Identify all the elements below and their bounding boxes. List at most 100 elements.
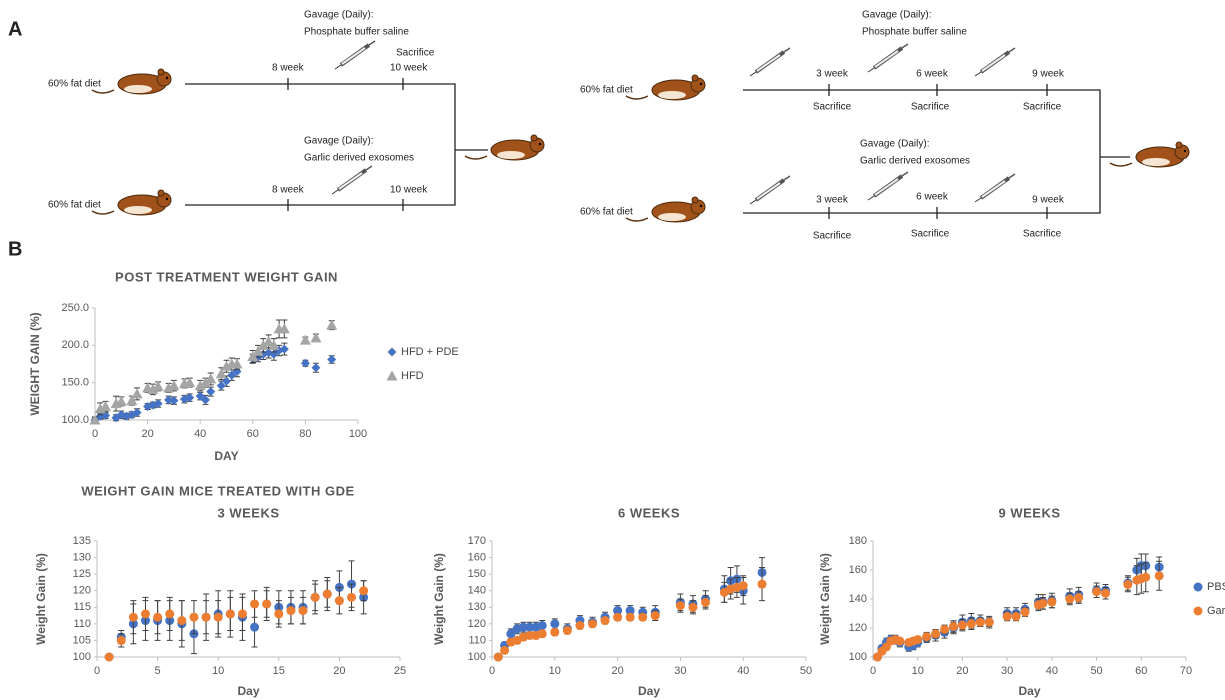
data-point xyxy=(226,609,235,618)
y-tick-label: 250.0 xyxy=(61,302,89,314)
data-point xyxy=(1101,589,1110,598)
data-point xyxy=(550,619,559,628)
x-tick-label: 5 xyxy=(155,665,161,677)
data-point xyxy=(274,609,283,618)
y-tick-label: 170 xyxy=(468,535,486,547)
syringe-icon xyxy=(975,48,1015,76)
data-point xyxy=(214,613,223,622)
y-tick-label: 110 xyxy=(73,618,91,630)
data-point xyxy=(327,355,336,364)
x-tick-label: 0 xyxy=(92,428,98,440)
timepoint: 8 week xyxy=(272,185,305,196)
data-point xyxy=(299,606,308,615)
timepoint: 10 week xyxy=(390,63,428,74)
x-tick-label: 25 xyxy=(394,665,406,677)
mouse-icon xyxy=(626,75,705,100)
data-point xyxy=(347,593,356,602)
timepoint: 8 week xyxy=(272,63,305,74)
data-point xyxy=(1012,612,1021,621)
y-tick-label: 150 xyxy=(468,568,486,580)
syringe-icon xyxy=(750,48,790,76)
diet-label: 60% fat diet xyxy=(580,207,633,218)
y-tick-label: 180 xyxy=(849,535,867,547)
data-point xyxy=(141,609,150,618)
y-axis-label: Weight Gain (%) xyxy=(818,553,832,645)
x-tick-label: 50 xyxy=(1090,665,1102,677)
x-tick-label: 10 xyxy=(549,665,561,677)
data-point xyxy=(1021,608,1030,617)
legend-label: HFD xyxy=(401,370,424,382)
y-tick-label: 120 xyxy=(73,585,91,597)
timepoint: 9 week xyxy=(1032,69,1065,80)
x-tick-label: 0 xyxy=(94,665,100,677)
y-tick-label: 200.0 xyxy=(61,339,89,351)
timepoint: 6 week xyxy=(916,192,949,203)
data-point xyxy=(326,320,337,330)
data-point xyxy=(494,653,503,662)
panel-label: B xyxy=(8,238,22,260)
chart-title: 6 WEEKS xyxy=(618,505,680,520)
data-point xyxy=(165,609,174,618)
legend-swatch xyxy=(1194,583,1203,592)
x-tick-label: 40 xyxy=(194,428,206,440)
x-tick-label: 10 xyxy=(212,665,224,677)
data-point xyxy=(1003,612,1012,621)
data-point xyxy=(613,613,622,622)
syringe-icon xyxy=(332,166,372,194)
data-point xyxy=(262,599,271,608)
data-point xyxy=(177,616,186,625)
syringe-icon xyxy=(335,41,375,69)
data-point xyxy=(1065,595,1074,604)
y-tick-label: 120 xyxy=(468,618,486,630)
data-point xyxy=(550,628,559,637)
timepoint: 6 week xyxy=(916,69,949,80)
x-tick-label: 80 xyxy=(299,428,311,440)
data-point xyxy=(1123,580,1132,589)
data-point xyxy=(301,359,310,368)
data-point xyxy=(940,625,949,634)
y-tick-label: 100.0 xyxy=(61,414,89,426)
x-tick-label: 100 xyxy=(349,428,367,440)
diet-label: 60% fat diet xyxy=(48,200,101,211)
sacrifice-label: Sacrifice xyxy=(813,102,852,113)
data-point xyxy=(758,580,767,589)
x-axis-label: Day xyxy=(1018,684,1040,698)
x-tick-label: 0 xyxy=(489,665,495,677)
panel-label: A xyxy=(8,18,22,40)
data-point xyxy=(1038,599,1047,608)
sacrifice-label: Sacrifice xyxy=(813,231,852,242)
y-tick-label: 120 xyxy=(849,622,867,634)
y-tick-label: 150.0 xyxy=(61,377,89,389)
diet-label: 60% fat diet xyxy=(580,85,633,96)
sacrifice-label: Sacrifice xyxy=(911,102,950,113)
gavage-label: Gavage (Daily): xyxy=(304,136,373,147)
legend-label: Gar xyxy=(1207,605,1225,617)
y-tick-label: 100 xyxy=(468,651,486,663)
y-tick-label: 100 xyxy=(849,651,867,663)
data-point xyxy=(300,335,311,345)
data-point xyxy=(958,621,967,630)
data-point xyxy=(739,581,748,590)
x-tick-label: 30 xyxy=(1001,665,1013,677)
data-point xyxy=(335,596,344,605)
data-point xyxy=(250,623,259,632)
y-tick-label: 110 xyxy=(468,634,486,646)
data-point xyxy=(129,613,138,622)
timepoint: 9 week xyxy=(1032,195,1065,206)
data-point xyxy=(105,653,114,662)
y-axis-label: Weight Gain (%) xyxy=(432,553,446,645)
data-point xyxy=(676,601,685,610)
mouse-icon xyxy=(92,190,171,215)
data-point xyxy=(688,603,697,612)
y-axis-label: WEIGHT GAIN (%) xyxy=(28,312,42,415)
data-point xyxy=(651,611,660,620)
syringe-icon xyxy=(750,176,790,204)
y-tick-label: 130 xyxy=(468,601,486,613)
mouse-icon xyxy=(465,135,544,160)
diet-label: 60% fat diet xyxy=(48,79,101,90)
data-point xyxy=(286,606,295,615)
x-tick-label: 60 xyxy=(247,428,259,440)
y-tick-label: 160 xyxy=(849,564,867,576)
legend-label: PBS xyxy=(1207,581,1225,593)
data-point xyxy=(638,613,647,622)
